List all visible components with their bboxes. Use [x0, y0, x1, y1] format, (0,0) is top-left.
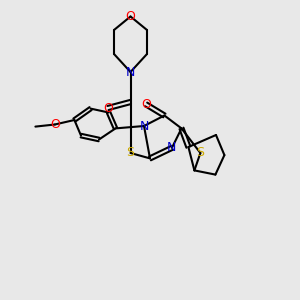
Text: S: S	[127, 146, 134, 160]
Text: N: N	[126, 65, 135, 79]
Text: N: N	[139, 119, 149, 133]
Text: O: O	[126, 10, 135, 23]
Text: S: S	[196, 146, 204, 160]
Text: N: N	[167, 141, 177, 154]
Text: O: O	[141, 98, 151, 111]
Text: O: O	[103, 101, 113, 115]
Text: O: O	[50, 118, 60, 131]
